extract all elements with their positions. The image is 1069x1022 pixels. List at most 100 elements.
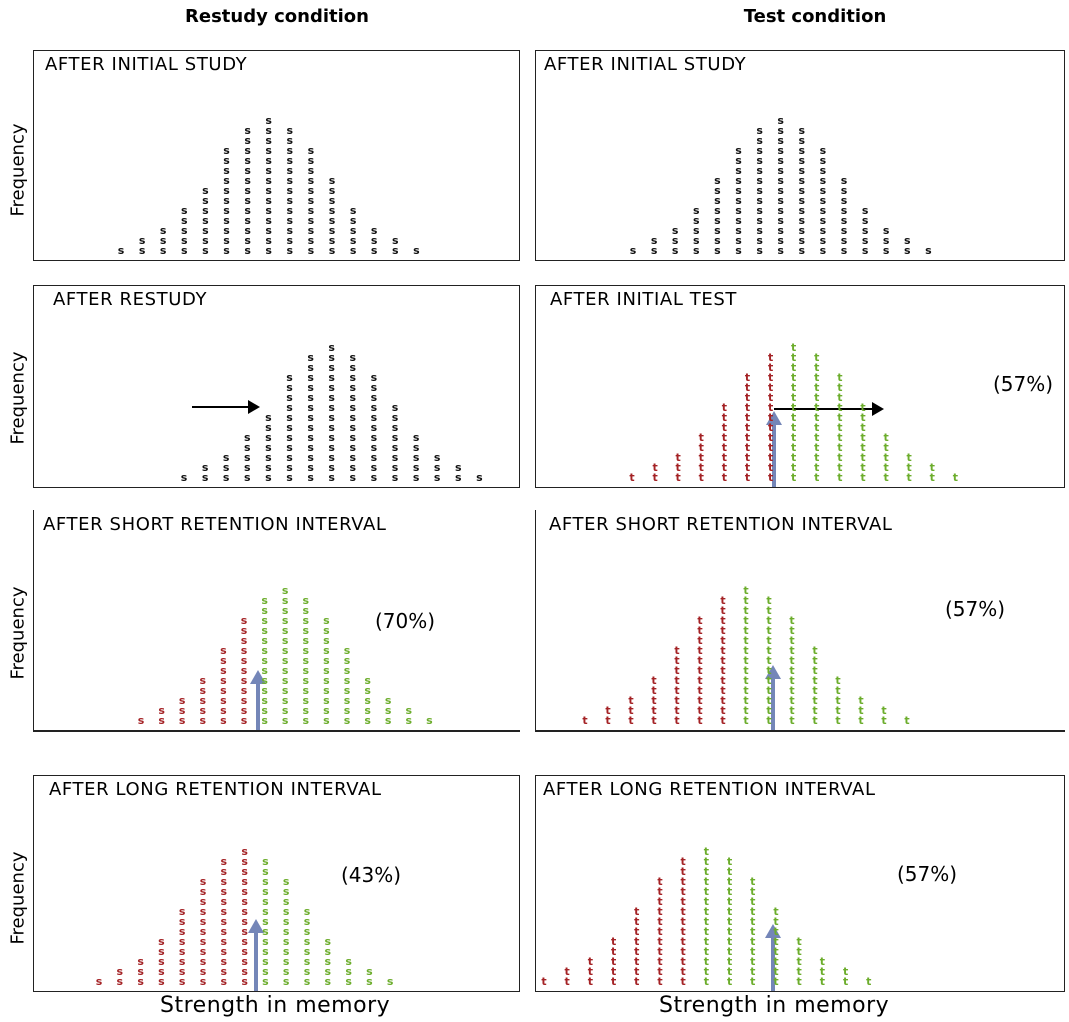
letter-mark: s	[343, 674, 351, 687]
letter-mark: t	[814, 353, 820, 364]
letter-mark: s	[302, 684, 310, 697]
letter-mark: s	[349, 381, 357, 394]
letter-mark: t	[812, 684, 818, 697]
letter-mark: s	[735, 146, 742, 157]
letter-mark: s	[756, 164, 763, 177]
letter-mark: s	[840, 234, 848, 247]
letter-mark: t	[835, 704, 841, 717]
letter-mark: s	[286, 234, 294, 247]
letter-mark: s	[199, 935, 207, 948]
letter-mark: t	[674, 704, 680, 717]
letter-mark: s	[158, 706, 165, 717]
letter-mark: s	[328, 224, 336, 237]
letter-mark: s	[328, 204, 336, 217]
letter-mark: s	[158, 965, 165, 978]
letter-mark: t	[657, 877, 663, 888]
letter-mark: s	[286, 411, 293, 424]
letter-mark: t	[720, 596, 726, 607]
letter-stack: s	[174, 473, 194, 483]
letter-mark: s	[220, 935, 228, 948]
letter-mark: t	[634, 965, 640, 978]
letter-mark: s	[882, 234, 890, 247]
letter-mark: t	[726, 955, 733, 968]
letter-mark: s	[137, 975, 144, 987]
letter-mark: t	[634, 925, 640, 938]
letter-mark: t	[703, 855, 710, 868]
letter-mark: t	[698, 451, 704, 464]
letter-mark: t	[703, 945, 710, 958]
letter-mark: s	[798, 134, 806, 147]
letter-mark: t	[697, 624, 703, 637]
letter-mark: t	[814, 411, 820, 424]
letter-mark: t	[720, 654, 726, 667]
letter-mark: t	[767, 461, 774, 474]
letter-mark: s	[455, 463, 462, 474]
ylabel-row3: Frequency	[7, 586, 29, 680]
letter-mark: s	[650, 244, 658, 256]
letter-mark: s	[349, 244, 357, 256]
letter-mark: s	[323, 654, 330, 667]
letter-mark: s	[433, 453, 441, 464]
letter-mark: s	[286, 451, 293, 464]
panel-title: AFTER INITIAL TEST	[550, 289, 737, 310]
letter-mark: s	[302, 664, 310, 677]
threshold-arrow	[250, 670, 266, 730]
letter-mark: s	[220, 895, 228, 908]
letter-mark: s	[199, 877, 207, 888]
letter-mark: s	[693, 224, 700, 237]
letter-mark: s	[328, 441, 335, 454]
letter-mark: t	[680, 865, 686, 878]
letter-mark: t	[657, 955, 663, 968]
letter-mark: s	[819, 214, 827, 227]
letter-mark: s	[324, 975, 332, 987]
letter-mark: s	[286, 401, 293, 414]
letter-mark: t	[750, 895, 756, 908]
letter-mark: s	[307, 154, 315, 167]
letter-mark: s	[265, 234, 272, 247]
letter-mark: s	[323, 634, 330, 647]
letter-mark: s	[265, 144, 272, 157]
letter-mark: s	[307, 431, 314, 444]
letter-mark: s	[426, 716, 433, 726]
letter-mark: s	[244, 214, 251, 227]
letter-mark: s	[181, 206, 188, 217]
letter-mark: s	[159, 234, 167, 247]
letter-mark: t	[587, 965, 594, 978]
letter-mark: t	[703, 885, 710, 898]
letter-mark: s	[178, 965, 186, 978]
letter-mark: s	[286, 134, 294, 147]
letter-mark: t	[812, 714, 818, 726]
letter-stack: s	[380, 977, 400, 987]
letter-mark: s	[240, 714, 248, 726]
letter-mark: s	[714, 224, 721, 237]
letter-mark: t	[674, 664, 680, 677]
letter-mark: t	[789, 654, 795, 667]
letter-mark: s	[819, 164, 827, 177]
letter-mark: s	[391, 421, 399, 434]
letter-mark: s	[199, 895, 207, 908]
letter-mark: t	[773, 955, 779, 968]
letter-mark: s	[307, 194, 315, 207]
letter-mark: t	[652, 471, 658, 483]
letter-mark: t	[703, 955, 710, 968]
letter-mark: t	[819, 957, 826, 968]
letter-mark: s	[241, 885, 248, 898]
letter-mark: t	[674, 654, 680, 667]
letter-mark: s	[343, 704, 351, 717]
letter-mark: t	[657, 935, 663, 948]
letter-mark: t	[726, 975, 733, 987]
letter-mark: s	[345, 957, 352, 968]
